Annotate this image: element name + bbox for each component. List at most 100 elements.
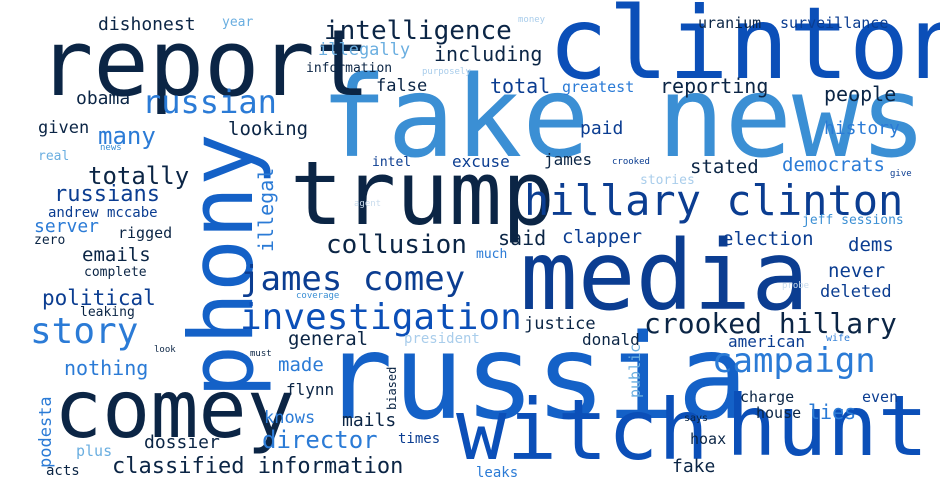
word: stated xyxy=(690,156,759,178)
word: surveillance xyxy=(780,14,889,32)
word: crooked hillary xyxy=(644,307,897,340)
word: biased xyxy=(385,366,399,410)
word: rigged xyxy=(118,224,173,242)
word: american xyxy=(728,332,806,351)
word: acts xyxy=(46,463,80,479)
word: dossier xyxy=(144,432,220,453)
word: clinton xyxy=(548,0,940,102)
word: coverage xyxy=(296,291,340,301)
word: server xyxy=(34,216,100,237)
word: paid xyxy=(580,118,624,139)
word: campaign xyxy=(712,341,876,381)
word: dishonest xyxy=(98,14,196,35)
word: justice xyxy=(524,314,596,334)
word: look xyxy=(154,345,176,355)
word: reporting xyxy=(660,74,769,98)
word: nothing xyxy=(64,356,149,380)
word: says xyxy=(684,413,709,424)
word: wife xyxy=(826,333,851,344)
word: hillary clinton xyxy=(524,176,904,225)
word: obama xyxy=(76,88,131,109)
word: false xyxy=(376,76,428,96)
word: history xyxy=(824,118,900,139)
word: podesta xyxy=(36,396,56,468)
word: looking xyxy=(228,118,309,140)
word: election xyxy=(722,228,814,250)
word: said xyxy=(498,226,547,250)
word: political xyxy=(42,286,156,310)
word: director xyxy=(262,426,378,454)
word: zero xyxy=(34,233,66,248)
word: james comey xyxy=(240,259,466,299)
word: money xyxy=(518,15,546,25)
word: president xyxy=(404,331,480,347)
word: democrats xyxy=(782,154,885,176)
word: must xyxy=(250,349,272,359)
word: greatest xyxy=(562,78,635,96)
word: complete xyxy=(84,265,147,280)
word: clapper xyxy=(562,226,643,248)
word: house xyxy=(756,404,802,422)
word: intel xyxy=(372,155,412,170)
word: news xyxy=(100,143,122,153)
word: report xyxy=(38,10,371,117)
word: people xyxy=(824,82,897,106)
word: trump xyxy=(290,142,555,245)
word: public xyxy=(626,343,644,398)
word: crooked xyxy=(612,157,650,167)
word: never xyxy=(828,260,886,282)
word: story xyxy=(30,311,139,352)
word: agent xyxy=(354,199,382,209)
word: many xyxy=(98,122,156,150)
word: probe xyxy=(782,281,810,291)
word: intelligence xyxy=(324,16,512,46)
word: total xyxy=(490,74,551,98)
word: much xyxy=(476,247,508,262)
word: illegally xyxy=(318,40,411,60)
word: fake news xyxy=(320,53,927,183)
word: including xyxy=(434,42,543,66)
word: witch xyxy=(456,381,709,479)
word: donald xyxy=(582,330,640,349)
word: dems xyxy=(848,234,894,256)
word: knows xyxy=(264,408,316,428)
word: leaks xyxy=(476,465,519,481)
word: fake xyxy=(672,456,716,477)
word: plus xyxy=(76,442,113,460)
word: leaking xyxy=(80,305,135,320)
word: classified information xyxy=(112,454,404,479)
word: hoax xyxy=(690,430,727,448)
word: hunt xyxy=(726,377,929,475)
word: jeff sessions xyxy=(802,213,904,228)
word: investigation xyxy=(240,297,522,338)
word: collusion xyxy=(326,230,467,260)
word: comey xyxy=(54,363,295,456)
word: year xyxy=(222,15,254,30)
word: real xyxy=(38,149,70,164)
word: russian xyxy=(142,83,277,121)
word: james xyxy=(544,150,593,169)
word: times xyxy=(398,431,441,447)
word: give xyxy=(890,169,912,179)
word: given xyxy=(38,118,90,138)
word: deleted xyxy=(820,282,892,302)
word: uranium xyxy=(698,14,762,32)
word: charge xyxy=(740,388,795,406)
word: russians xyxy=(54,182,160,207)
word: totally xyxy=(88,162,190,190)
word: mails xyxy=(342,410,397,431)
word: media xyxy=(520,220,809,332)
word: lies xyxy=(808,400,857,424)
word: emails xyxy=(82,244,151,266)
word: made xyxy=(278,354,324,376)
word: excuse xyxy=(452,152,510,171)
word: purposely xyxy=(422,67,471,77)
word: even xyxy=(862,388,899,406)
word: general xyxy=(288,328,369,350)
word: illegal xyxy=(254,167,278,252)
word: russia xyxy=(322,308,749,446)
word: information xyxy=(306,61,393,76)
word: flynn xyxy=(286,380,335,399)
word: andrew mccabe xyxy=(48,205,158,221)
